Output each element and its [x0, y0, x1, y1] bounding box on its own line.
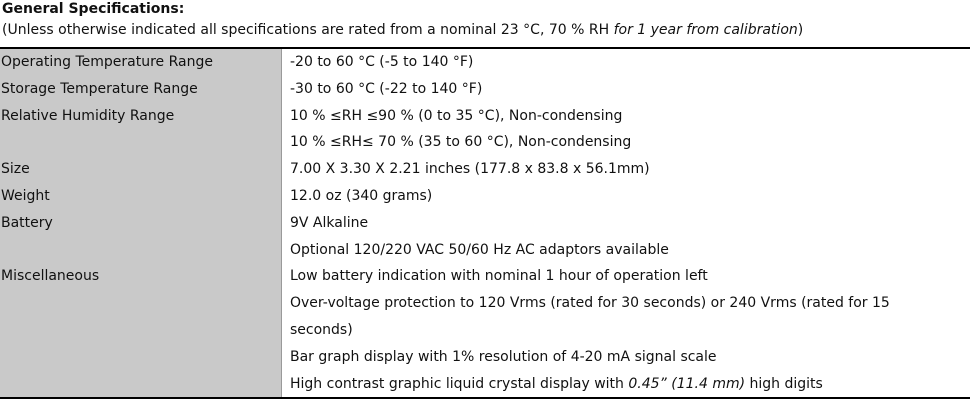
spec-value: Optional 120/220 VAC 50/60 Hz AC adaptor… [290, 241, 669, 258]
spec-row: Storage Temperature Range -30 to 60 °C (-… [0, 75, 970, 103]
spec-value: 10 % ≤RH ≤90 % (0 to 35 °C), Non-condens… [290, 107, 623, 124]
spec-value: 10 % ≤RH≤ 70 % (35 to 60 °C), Non-conden… [290, 134, 632, 151]
spec-value: -30 to 60 °C (-22 to 140 °F) [290, 80, 483, 97]
spec-row: Battery 9V Alkaline Optional 120/220 VAC 5… [0, 209, 970, 264]
spec-label: Weight [0, 182, 282, 210]
spec-values: 10 % ≤RH ≤90 % (0 to 35 °C), Non-condens… [282, 103, 970, 157]
spec-label: Miscellaneous [0, 263, 282, 398]
spec-row: Miscellaneous Low battery indication with… [0, 263, 970, 398]
spec-values: Low battery indication with nominal 1 ho… [282, 263, 970, 397]
spec-values: 12.0 oz (340 grams) [282, 183, 970, 210]
note-italic: for 1 year from calibration [613, 22, 798, 38]
spec-value: Over-voltage protection to 120 Vrms (rat… [290, 295, 890, 338]
spec-row: Weight 12.0 oz (340 grams) [0, 182, 970, 210]
spec-label: Battery [0, 209, 282, 264]
spec-table: Operating Temperature Range -20 to 60 °C … [0, 47, 970, 400]
spec-values: -20 to 60 °C (-5 to 140 °F) [282, 49, 970, 76]
spec-label: Relative Humidity Range [0, 102, 282, 157]
spec-values: 7.00 X 3.30 X 2.21 inches (177.8 x 83.8 … [282, 156, 970, 183]
spec-value-italic: 0.45” (11.4 mm) [628, 375, 746, 392]
spec-value: High contrast graphic liquid crystal dis… [290, 371, 940, 398]
spec-label: Operating Temperature Range [0, 49, 282, 76]
spec-value: 9V Alkaline [290, 214, 369, 231]
spec-label: Storage Temperature Range [0, 75, 282, 103]
spec-values: -30 to 60 °C (-22 to 140 °F) [282, 76, 970, 103]
spec-label: Size [0, 156, 282, 183]
spec-row: Operating Temperature Range -20 to 60 °C … [0, 49, 970, 76]
spec-value: 7.00 X 3.30 X 2.21 inches (177.8 x 83.8 … [290, 161, 650, 178]
spec-row: Relative Humidity Range 10 % ≤RH ≤90 % (0… [0, 102, 970, 157]
spec-values: 9V Alkaline Optional 120/220 VAC 50/60 Hz… [282, 210, 970, 264]
spec-value: Low battery indication with nominal 1 ho… [290, 268, 708, 285]
note-text: (Unless otherwise indicated all specific… [2, 22, 614, 38]
spec-value: Bar graph display with 1% resolution of … [290, 348, 717, 365]
spec-row: Size 7.00 X 3.30 X 2.21 inches (177.8 x 8… [0, 156, 970, 183]
title: General Specifications: [2, 1, 185, 17]
spec-value-text: High contrast graphic liquid crystal dis… [290, 375, 629, 392]
spec-value: 12.0 oz (340 grams) [290, 187, 433, 204]
note: (Unless otherwise indicated all specific… [2, 20, 803, 40]
note-text: ) [797, 22, 804, 38]
spec-value-text: high digits [745, 375, 823, 392]
spec-value: -20 to 60 °C (-5 to 140 °F) [290, 54, 474, 70]
